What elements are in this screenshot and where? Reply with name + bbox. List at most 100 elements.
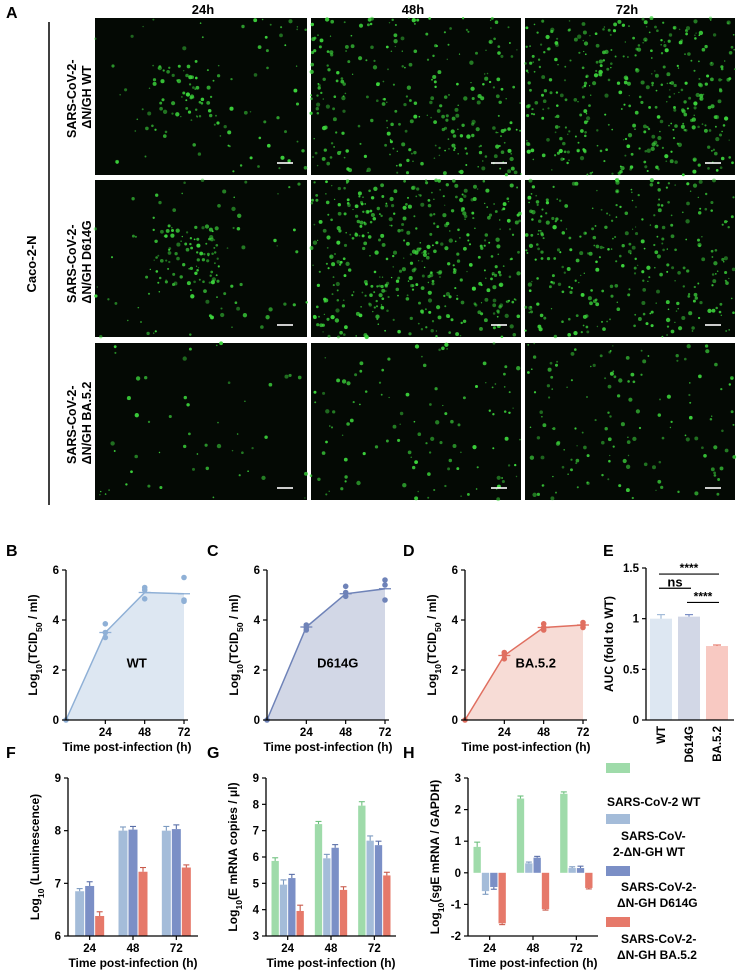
data-point <box>540 621 547 627</box>
bar <box>358 805 366 936</box>
y-tick-label: 4 <box>253 905 260 917</box>
x-axis-label: Time post-infection (h) <box>468 956 597 970</box>
panel-e-letter: E <box>603 543 614 560</box>
x-tick-label: 72 <box>368 943 381 955</box>
y-tick-label: 6 <box>53 565 59 577</box>
series-line <box>464 624 584 721</box>
x-tick-label: 24 <box>281 943 294 955</box>
micrograph-r3-72h <box>525 342 737 501</box>
micrograph-grid <box>93 16 737 502</box>
x-axis-label: Time post-infection (h) <box>461 740 590 754</box>
bar <box>288 878 296 936</box>
panel-f-letter: F <box>6 745 16 762</box>
bar <box>560 793 568 873</box>
y-tick-label: 0 <box>254 715 260 727</box>
legend-label-dn-wt-1: SARS-CoV- <box>621 829 686 843</box>
bar <box>331 847 339 936</box>
x-tick-label: 72 <box>178 727 191 739</box>
y-axis-label: Log10(TCID50 / ml) <box>425 594 443 695</box>
cell-line-label: Caco-2-N <box>24 235 39 292</box>
data-point <box>382 597 388 603</box>
series-label: BA.5.2 <box>516 656 556 671</box>
data-point <box>181 597 187 603</box>
panel-a: A 24h 48h 72h Caco-2-N SARS-CoV-2- ΔN/GH… <box>6 2 737 505</box>
data-point <box>141 596 148 602</box>
data-point <box>342 589 349 596</box>
x-tick-label: 24 <box>300 727 313 739</box>
x-tick-label: 48 <box>527 943 540 955</box>
y-tick-label: 9 <box>253 773 259 785</box>
significance-label: ns <box>667 574 682 589</box>
y-tick-label: 3 <box>253 931 259 943</box>
bar <box>296 910 304 936</box>
significance-label: **** <box>680 561 699 575</box>
x-tick-label: 72 <box>570 943 583 955</box>
data-point <box>501 649 508 656</box>
x-tick-label: BA.5.2 <box>712 726 724 762</box>
legend-label-dn-wt-2: 2-ΔN-GH WT <box>613 845 686 859</box>
y-axis-label: Log10(E mRNA copies / μl) <box>226 782 244 931</box>
data-point <box>181 574 187 581</box>
y-tick-label: 6 <box>55 931 61 943</box>
x-tick-label: WT <box>656 726 668 744</box>
series-line <box>65 591 185 721</box>
x-tick-label: 24 <box>498 727 511 739</box>
panel-c-letter: C <box>207 543 219 560</box>
x-axis-label: Time post-infection (h) <box>266 956 395 970</box>
bar <box>279 884 288 936</box>
legend-label-dn-d614g-2: ΔN-GH D614G <box>617 896 698 910</box>
x-tick-label: 24 <box>483 943 496 955</box>
y-axis-label: Log10 (Luminescence) <box>28 794 46 920</box>
legend-label-dn-ba52-1: SARS-CoV-2- <box>621 932 696 946</box>
x-tick-label: 48 <box>138 727 151 739</box>
y-axis-label: Log10(TCID50 / ml) <box>26 594 44 695</box>
bar <box>533 857 541 873</box>
significance-label: **** <box>694 589 713 603</box>
legend-label-dn-ba52-2: ΔN-GH BA.5.2 <box>617 948 697 962</box>
y-tick-label: 6 <box>452 565 458 577</box>
bar <box>585 872 593 888</box>
timepoint-72h: 72h <box>616 2 638 17</box>
bar <box>95 915 105 936</box>
bar <box>541 872 550 910</box>
bar <box>138 871 148 936</box>
y-tick-label: 5 <box>253 878 260 890</box>
y-tick-label: 6 <box>254 565 260 577</box>
bar <box>473 846 481 873</box>
bar <box>568 868 576 873</box>
micrograph-r3-24h <box>95 341 308 500</box>
y-tick-label: 2 <box>455 805 461 817</box>
bar <box>576 868 585 873</box>
x-tick-label: 48 <box>339 727 352 739</box>
y-tick-label: 0.5 <box>623 664 640 676</box>
bar <box>314 824 323 936</box>
bar <box>383 875 391 936</box>
micrograph-r1-48h <box>309 16 522 177</box>
data-point <box>342 583 349 590</box>
x-tick-label: D614G <box>684 726 696 762</box>
bar <box>481 872 490 892</box>
bar <box>366 840 374 936</box>
legend-label-dn-d614g-1: SARS-CoV-2- <box>621 880 696 894</box>
micrograph-r1-24h <box>94 18 308 175</box>
bar <box>118 830 128 936</box>
y-tick-label: 2 <box>53 665 59 677</box>
data-point <box>382 577 388 583</box>
x-tick-label: 24 <box>83 943 96 955</box>
data-point <box>580 619 586 626</box>
x-axis-label: Time post-infection (h) <box>62 740 191 754</box>
legend: SARS-CoV-2 WT SARS-CoV- 2-ΔN-GH WT SARS-… <box>606 763 701 962</box>
y-tick-label: 7 <box>55 878 61 890</box>
y-tick-label: 2 <box>254 665 260 677</box>
y-tick-label: 1 <box>633 614 640 626</box>
timepoint-48h: 48h <box>402 2 424 17</box>
x-axis-label: Time post-infection (h) <box>263 740 392 754</box>
bar <box>525 863 533 873</box>
micrograph-r2-24h <box>93 178 308 339</box>
row-label-wt: SARS-CoV-2- ΔN/GH WT <box>65 56 94 138</box>
x-tick-label: 72 <box>577 727 590 739</box>
series-line <box>266 588 386 721</box>
